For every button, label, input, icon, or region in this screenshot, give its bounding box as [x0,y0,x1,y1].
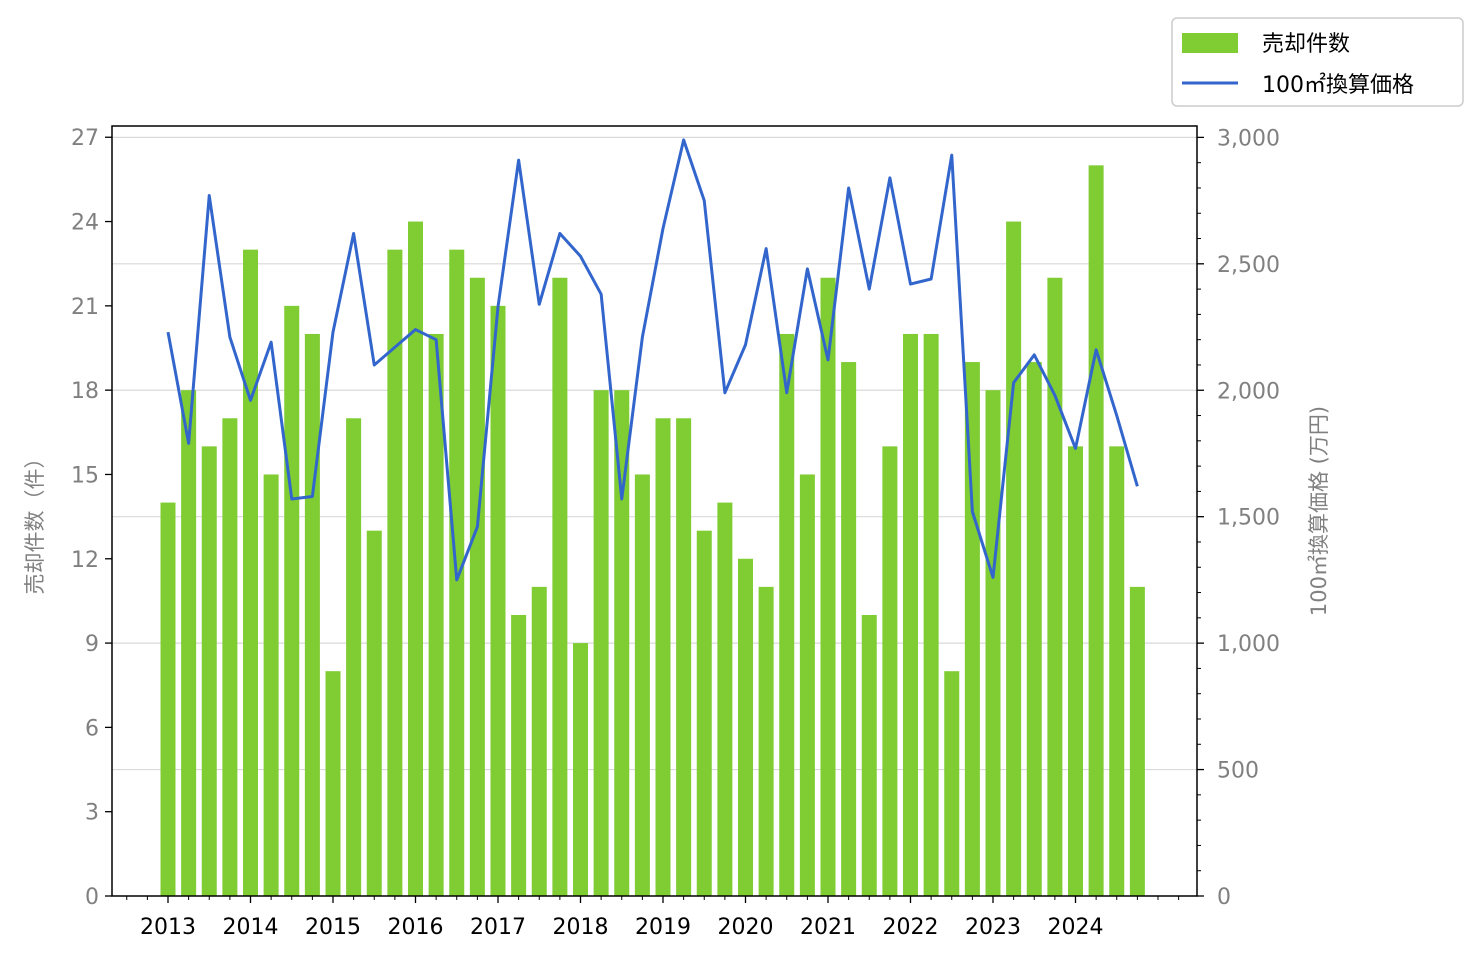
bar-2014-01 [243,249,258,896]
bar-2015-10 [387,249,403,896]
bar-2016-04 [428,333,444,897]
bar-2019-01 [655,418,671,896]
right-tick-label: 1,500 [1217,506,1280,531]
bar-2016-01 [408,221,423,897]
bar-2020-10 [799,474,815,896]
bar-2017-07 [531,586,547,896]
bar-2015-07 [366,530,382,896]
bar-2022-10 [964,362,980,897]
x-tick-label: 2019 [635,915,691,940]
bar-2023-10 [1047,277,1063,896]
right-tick-label: 1,000 [1217,632,1280,657]
left-tick-label: 18 [71,379,99,404]
left-y-axis: 0 3 6 9 12 15 18 21 24 27 [71,126,112,910]
left-tick-label: 27 [71,126,99,151]
bar-2014-04 [263,474,279,896]
bar-2018-04 [593,390,609,896]
x-tick-label: 2022 [883,915,939,940]
right-tick-label: 2,000 [1217,379,1280,404]
left-tick-label: 24 [71,211,99,236]
bar-2024-01 [1068,446,1083,896]
bar-2022-01 [903,333,918,897]
bar-2013-04 [181,390,197,896]
bar-2014-07 [284,305,300,896]
bar-2014-10 [304,333,320,897]
bar-2013-07 [201,446,217,896]
right-tick-label: 3,000 [1217,126,1280,151]
x-tick-label: 2024 [1048,915,1104,940]
x-tick-label: 2020 [718,915,774,940]
bar-2018-10 [634,474,650,896]
bar-2020-01 [738,558,753,896]
bar-2024-10 [1129,586,1145,896]
bar-2021-07 [861,614,877,896]
bar-2016-10 [469,277,485,896]
right-tick-label: 2,500 [1217,253,1280,278]
bar-2021-04 [841,362,857,897]
x-tick-label: 2017 [470,915,526,940]
plot-frame [111,125,1198,897]
bar-series [160,165,1145,897]
line-series [166,138,1139,582]
bar-2019-04 [676,418,692,896]
bar-2017-04 [511,614,527,896]
legend-label-line: 100㎡換算価格 [1262,72,1414,98]
right-tick-label: 500 [1217,759,1259,784]
left-axis-title: 売却件数（件） [23,448,47,595]
x-tick-label: 2016 [388,915,444,940]
x-tick-label: 2014 [223,915,279,940]
bar-2015-04 [346,418,362,896]
bar-2024-04 [1088,165,1104,896]
bar-2018-01 [573,643,588,896]
x-tick-label: 2023 [965,915,1021,940]
bar-2023-01 [985,390,1001,896]
bar-2018-07 [614,390,630,896]
legend-swatch-bar [1182,33,1238,53]
bar-2017-01 [490,305,506,896]
left-tick-label: 0 [85,885,99,910]
bar-2020-07 [779,333,795,897]
legend: 売却件数 100㎡換算価格 [1171,17,1464,107]
left-tick-label: 3 [85,801,99,826]
bar-2022-07 [944,671,960,896]
left-tick-label: 15 [71,463,99,488]
bar-2021-10 [882,446,898,896]
x-tick-label: 2013 [140,915,196,940]
left-tick-label: 12 [71,548,99,573]
bar-2019-10 [717,502,733,896]
left-tick-label: 21 [71,295,99,320]
price-line [166,138,1139,582]
left-tick-label: 9 [85,632,99,657]
x-tick-label: 2018 [553,915,609,940]
legend-label-bar: 売却件数 [1262,32,1350,57]
legend-box [1171,17,1464,107]
right-tick-label: 0 [1217,885,1231,910]
bar-2023-07 [1026,362,1042,897]
x-tick-label: 2015 [305,915,361,940]
bar-2013-01 [160,502,176,896]
bar-2020-04 [758,586,774,896]
bar-2022-04 [923,333,939,897]
bar-2013-10 [222,418,238,896]
bar-2015-01 [325,671,341,896]
x-tick-label: 2021 [800,915,856,940]
bar-2017-10 [552,277,568,896]
bar-2019-07 [696,530,712,896]
bar-2021-01 [820,277,836,896]
left-tick-label: 6 [85,716,99,741]
right-axis-title: 100㎡換算価格 (万円) [1307,406,1331,616]
right-y-axis: 0 500 1,000 1,500 2,000 2,500 3,000 [1197,126,1280,910]
bar-2024-07 [1109,446,1125,896]
x-axis: 2013 2014 2015 2016 2017 2018 2019 2020 2021 2022… [126,896,1180,940]
bar-2023-04 [1006,221,1022,897]
